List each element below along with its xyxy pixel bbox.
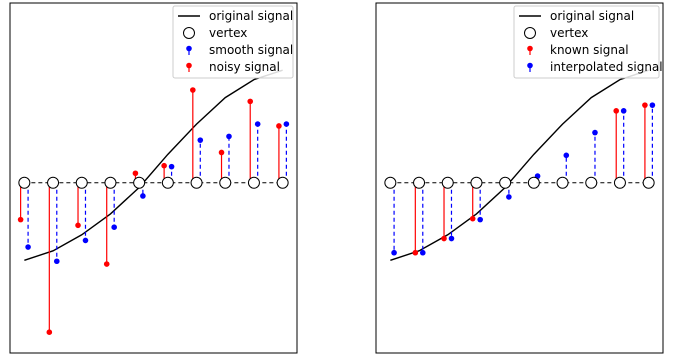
smooth-signal-marker — [82, 237, 89, 244]
legend-box — [172, 5, 294, 79]
legend-vertex-handle — [183, 27, 195, 39]
vertex-circle — [470, 176, 483, 189]
original-signal-line — [390, 69, 649, 261]
vertex-circle — [161, 176, 174, 189]
legend-label: known signal — [550, 43, 629, 57]
interpolated-signal-marker — [506, 194, 512, 200]
interpolated-signal-marker — [419, 249, 426, 256]
vertex-circle — [585, 176, 598, 189]
interpolated-signal-marker — [592, 129, 598, 136]
smooth-signal-marker — [197, 137, 204, 143]
vertex-circle — [413, 176, 426, 189]
vertex-circle — [219, 176, 232, 189]
interpolated-signal-marker — [448, 235, 455, 242]
known-signal-marker — [642, 102, 648, 108]
legend-label: vertex — [209, 26, 247, 40]
vertex-circle — [190, 176, 203, 189]
noisy-signal-marker — [17, 216, 24, 223]
vertex-circle — [247, 176, 260, 189]
vertex-circle — [75, 176, 88, 189]
legend-label: noisy signal — [209, 60, 280, 74]
noisy-signal-marker — [46, 329, 53, 335]
smooth-signal-marker — [25, 244, 31, 250]
legend-stem-marker — [527, 45, 533, 52]
original-signal-line — [24, 69, 283, 261]
vertex-circle — [384, 176, 397, 189]
noisy-signal-marker — [190, 87, 196, 93]
known-signal-marker — [441, 235, 447, 242]
noisy-signal-marker — [247, 98, 254, 105]
interpolated-signal-marker — [620, 108, 627, 114]
noisy-signal-marker — [132, 170, 139, 177]
noisy-signal-marker — [161, 162, 167, 169]
legend-label: smooth signal — [209, 43, 293, 57]
vertex-circle — [499, 176, 512, 189]
vertex-circle — [276, 176, 289, 189]
legend-label: original signal — [209, 9, 293, 23]
legend-box — [513, 5, 660, 79]
smooth-signal-marker — [283, 121, 290, 127]
smooth-signal-marker — [226, 133, 232, 140]
vertex-circle — [133, 176, 146, 189]
legend-stem-marker — [527, 62, 533, 69]
legend-label: interpolated signal — [550, 60, 663, 74]
vertex-circle — [556, 176, 569, 189]
legend-label: vertex — [550, 26, 588, 40]
noisy-signal-marker — [75, 222, 81, 229]
legend-label: original signal — [550, 9, 634, 23]
interpolated-signal-marker — [391, 249, 397, 256]
legend-vertex-handle — [524, 27, 536, 39]
noisy-signal-marker — [276, 123, 282, 129]
vertex-circle — [441, 176, 454, 189]
vertex-circle — [47, 176, 60, 189]
vertex-circle — [613, 176, 626, 189]
known-signal-marker — [469, 215, 476, 222]
known-signal-marker — [412, 249, 419, 256]
known-signal-marker — [613, 108, 620, 114]
noisy-signal-marker — [218, 149, 225, 156]
left-subplot: original signal vertex smooth signal noisy … — [9, 2, 298, 354]
legend-stem-marker — [186, 62, 192, 69]
smooth-signal-marker — [140, 193, 146, 199]
vertex-circle — [104, 176, 117, 189]
smooth-signal-marker — [254, 121, 261, 127]
smooth-signal-marker — [53, 258, 60, 265]
vertex-circle — [642, 176, 655, 189]
right-subplot: original signal vertex known signal interpo… — [375, 2, 664, 354]
interpolated-signal-marker — [563, 152, 570, 159]
vertex-circle — [18, 176, 31, 189]
smooth-signal-marker — [168, 163, 175, 170]
legend-stem-marker — [186, 45, 192, 52]
interpolated-signal-marker — [477, 216, 483, 223]
noisy-signal-marker — [103, 261, 110, 267]
interpolated-signal-marker — [649, 102, 656, 108]
vertex-circle — [527, 176, 540, 189]
smooth-signal-marker — [111, 224, 117, 230]
